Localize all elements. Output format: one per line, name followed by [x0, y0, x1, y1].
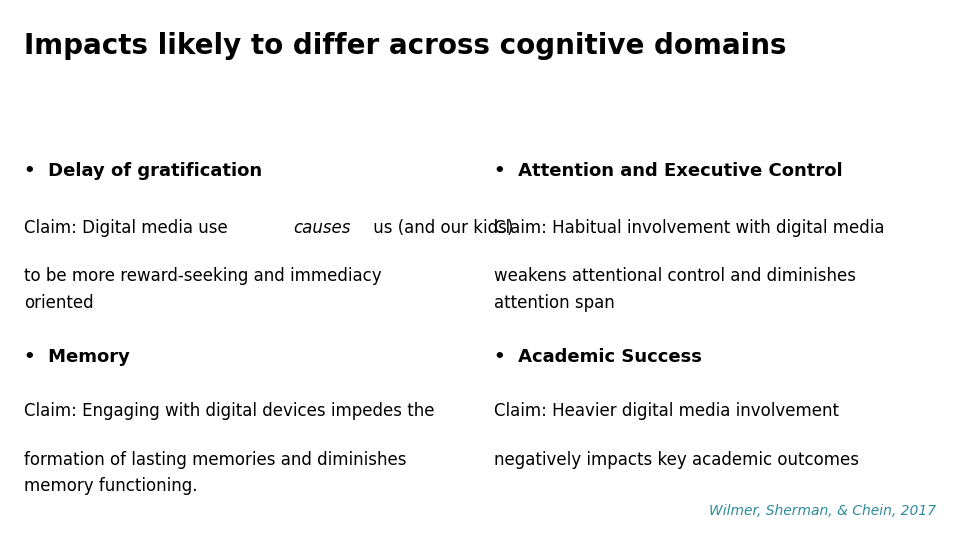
Text: Claim: Digital media use: Claim: Digital media use — [24, 219, 233, 237]
Text: causes: causes — [294, 219, 351, 237]
Text: to be more reward-seeking and immediacy
oriented: to be more reward-seeking and immediacy … — [24, 267, 382, 312]
Text: Claim: Habitual involvement with digital media: Claim: Habitual involvement with digital… — [494, 219, 885, 237]
Text: Claim: Heavier digital media involvement: Claim: Heavier digital media involvement — [494, 402, 839, 420]
Text: •  Delay of gratification: • Delay of gratification — [24, 162, 262, 180]
Text: •  Memory: • Memory — [24, 348, 130, 366]
Text: negatively impacts key academic outcomes: negatively impacts key academic outcomes — [494, 451, 859, 469]
Text: •  Attention and Executive Control: • Attention and Executive Control — [494, 162, 843, 180]
Text: Wilmer, Sherman, & Chein, 2017: Wilmer, Sherman, & Chein, 2017 — [708, 504, 936, 518]
Text: Impacts likely to differ across cognitive domains: Impacts likely to differ across cognitiv… — [24, 32, 786, 60]
Text: •  Academic Success: • Academic Success — [494, 348, 703, 366]
Text: us (and our kids): us (and our kids) — [368, 219, 513, 237]
Text: weakens attentional control and diminishes
attention span: weakens attentional control and diminish… — [494, 267, 856, 312]
Text: Claim: Engaging with digital devices impedes the: Claim: Engaging with digital devices imp… — [24, 402, 435, 420]
Text: formation of lasting memories and diminishes
memory functioning.: formation of lasting memories and dimini… — [24, 451, 406, 495]
